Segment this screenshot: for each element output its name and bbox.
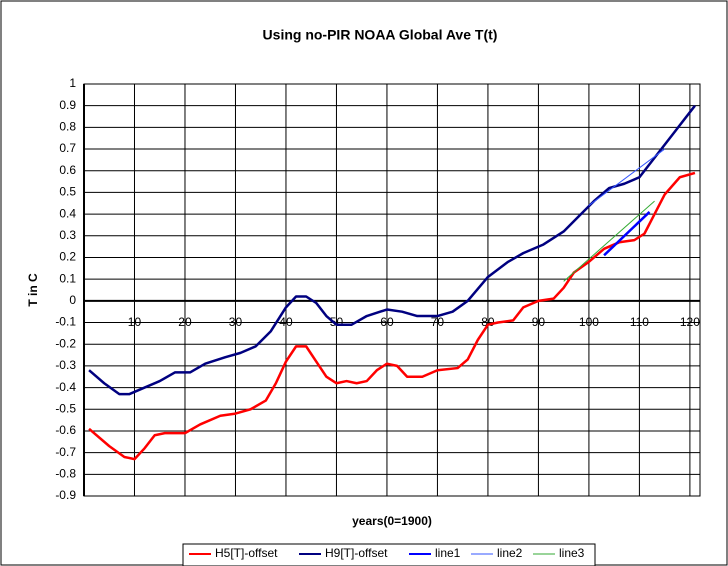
- x-tick-label: 110: [630, 315, 649, 329]
- y-tick-label: 0.1: [59, 271, 76, 285]
- x-axis-label: years(0=1900): [352, 514, 432, 528]
- x-tick-label: 70: [431, 315, 445, 329]
- x-tick-label: 10: [128, 315, 142, 329]
- y-tick-label: 0.8: [59, 120, 76, 134]
- series-line: [88, 104, 696, 396]
- y-tick-label: 0.3: [59, 228, 76, 242]
- series-line: [588, 148, 665, 206]
- chart-title: Using no-PIR NOAA Global Ave T(t): [263, 27, 498, 43]
- y-tick-label: -0.4: [55, 380, 76, 394]
- y-tick-label: -0.6: [55, 423, 76, 437]
- y-tick-label: -0.2: [55, 336, 76, 350]
- y-tick-label: -0.9: [55, 488, 76, 502]
- y-tick-label: -0.1: [55, 315, 76, 329]
- plot-area: [83, 83, 701, 497]
- y-tick-label: 0.4: [59, 206, 76, 220]
- y-tick-label: 0.7: [59, 141, 76, 155]
- y-tick-label: 0.2: [59, 250, 76, 264]
- x-tick-label: 90: [532, 315, 546, 329]
- series-line: [603, 211, 651, 257]
- legend-label: line1: [435, 546, 461, 560]
- y-tick-label: 0.6: [59, 163, 76, 177]
- x-tick-label: 80: [481, 315, 495, 329]
- x-tick-label: 60: [380, 315, 394, 329]
- y-tick-label: -0.3: [55, 358, 76, 372]
- series-line: [88, 171, 696, 461]
- y-tick-label: -0.8: [55, 466, 76, 480]
- y-tick-label: 0: [69, 293, 76, 307]
- y-tick-label: -0.5: [55, 401, 76, 415]
- y-axis-label: T in C: [26, 273, 40, 307]
- x-tick-label: 30: [229, 315, 243, 329]
- y-tick-label: 0.5: [59, 185, 76, 199]
- series-line: [563, 200, 655, 282]
- y-tick-label: 0.9: [59, 98, 76, 112]
- legend-label: line2: [497, 546, 523, 560]
- x-tick-label: 20: [178, 315, 192, 329]
- legend-label: line3: [559, 546, 585, 560]
- y-tick-label: -0.7: [55, 445, 76, 459]
- y-tick-label: 1: [69, 76, 76, 90]
- x-tick-label: 100: [579, 315, 599, 329]
- x-tick-label: 40: [279, 315, 293, 329]
- legend-box: [182, 543, 596, 566]
- legend-label: H9[T]-offset: [325, 546, 388, 560]
- x-tick-label: 120: [680, 315, 700, 329]
- legend-label: H5[T]-offset: [215, 546, 278, 560]
